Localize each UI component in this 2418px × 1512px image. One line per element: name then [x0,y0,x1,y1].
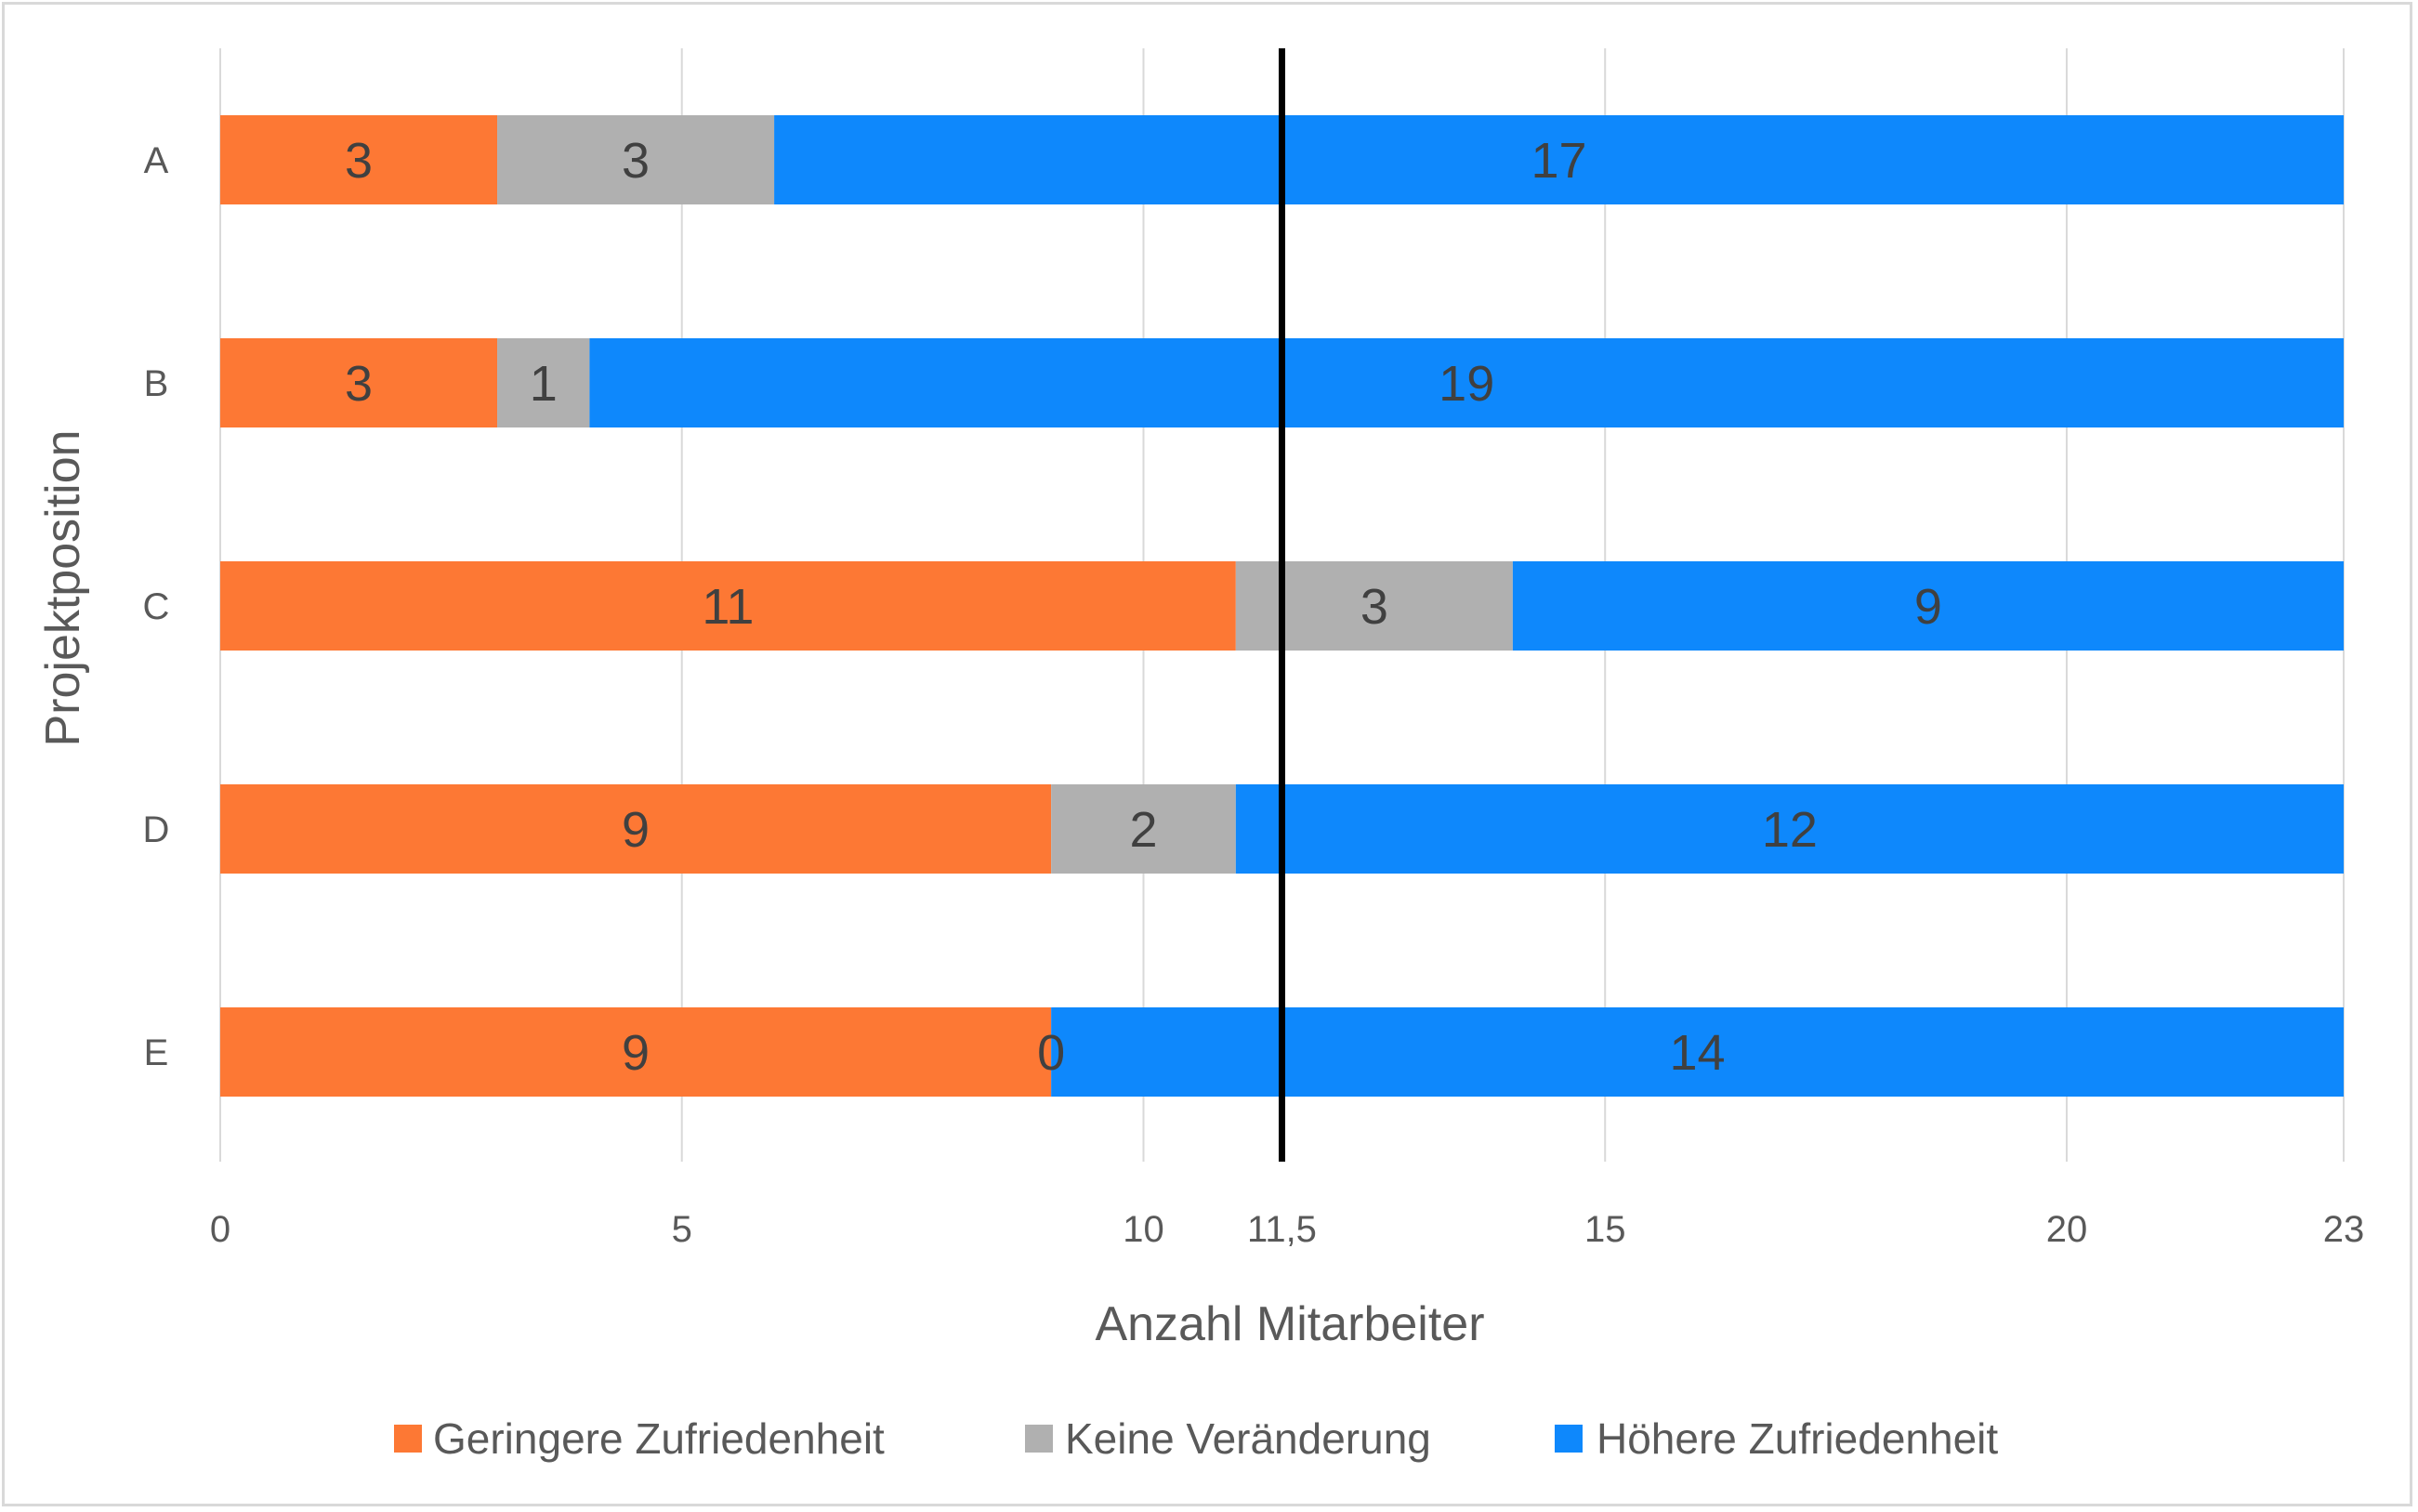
legend: Geringere Zufriedenheit Keine Veränderung… [394,1414,1998,1463]
data-label-B-series-1: 1 [530,356,558,412]
data-label-C-series-0: 11 [702,579,754,635]
legend-swatch-2 [1555,1425,1583,1453]
data-label-C-series-2: 9 [1914,579,1942,635]
bar-E-series-0 [220,1007,1052,1097]
bar-A-series-2 [774,115,2345,204]
x-tick-label-3: 11,5 [1247,1209,1317,1250]
bar-A-series-0 [220,115,498,204]
x-tick-label-0: 0 [210,1209,230,1250]
category-label-C: C [143,586,170,627]
bar-B-series-2 [589,338,2344,427]
category-label-E: E [144,1032,169,1073]
category-labels: A B C D E [143,140,170,1073]
bar-D-series-0 [220,784,1052,874]
legend-swatch-1 [1025,1425,1053,1453]
legend-swatch-0 [394,1425,422,1453]
data-label-D-series-2: 12 [1762,802,1818,858]
bar-B-series-1 [497,338,590,427]
category-label-A: A [144,140,169,181]
data-label-B-series-0: 3 [345,356,373,412]
bar-D-series-2 [1235,784,2344,874]
bar-E-series-2 [1051,1007,2344,1097]
data-label-D-series-0: 9 [622,802,650,858]
data-label-A-series-1: 3 [622,133,650,189]
bar-A-series-1 [497,115,775,204]
x-tick-label-2: 10 [1123,1209,1164,1250]
data-label-A-series-0: 3 [345,133,373,189]
x-tick-label-1: 5 [672,1209,692,1250]
category-label-B: B [144,363,169,404]
category-label-D: D [143,809,170,850]
data-label-A-series-2: 17 [1531,133,1587,189]
bar-B-series-0 [220,338,498,427]
bar-C-series-2 [1512,561,2344,651]
legend-label-1: Keine Veränderung [1065,1414,1431,1463]
x-tick-label-5: 20 [2046,1209,2088,1250]
data-label-C-series-1: 3 [1360,579,1388,635]
data-label-E-series-0: 9 [622,1025,650,1081]
x-tick-label-4: 15 [1584,1209,1626,1250]
bars [220,115,2345,1097]
data-label-E-series-1: 0 [1037,1025,1065,1081]
x-tick-labels: 0 5 10 11,5 15 20 23 [210,1209,2364,1250]
x-axis-title: Anzahl Mitarbeiter [1095,1297,1484,1351]
x-tick-label-6: 23 [2323,1209,2365,1250]
data-label-D-series-1: 2 [1129,802,1157,858]
bar-C-series-0 [220,561,1236,651]
data-label-E-series-2: 14 [1670,1025,1726,1081]
y-axis-title: Projektposition [36,429,90,746]
legend-label-2: Höhere Zufriedenheit [1597,1414,1998,1463]
bar-D-series-1 [1051,784,1236,874]
data-label-B-series-2: 19 [1439,356,1494,412]
legend-label-0: Geringere Zufriedenheit [433,1414,885,1463]
